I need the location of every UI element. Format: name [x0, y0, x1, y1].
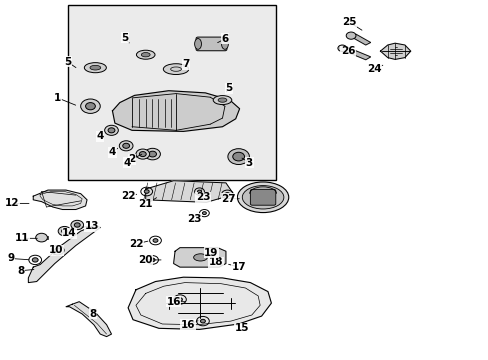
Polygon shape — [28, 225, 100, 283]
Text: 16: 16 — [181, 320, 195, 330]
Ellipse shape — [213, 95, 231, 104]
Circle shape — [119, 141, 133, 151]
Polygon shape — [350, 34, 370, 45]
Text: 8: 8 — [17, 266, 24, 276]
Text: 9: 9 — [7, 253, 14, 264]
Text: 10: 10 — [49, 245, 63, 255]
Polygon shape — [380, 43, 410, 59]
Text: 4: 4 — [96, 131, 104, 141]
Text: 19: 19 — [203, 248, 218, 258]
Circle shape — [227, 149, 249, 165]
Circle shape — [81, 99, 100, 113]
Circle shape — [61, 229, 67, 233]
Text: 4: 4 — [123, 158, 131, 168]
Text: 8: 8 — [89, 309, 96, 319]
Text: 7: 7 — [182, 59, 189, 69]
Text: 11: 11 — [15, 233, 29, 243]
Circle shape — [74, 223, 80, 227]
Polygon shape — [33, 190, 87, 210]
FancyBboxPatch shape — [250, 189, 275, 205]
Text: 16: 16 — [166, 297, 181, 307]
Ellipse shape — [237, 182, 288, 212]
Polygon shape — [173, 248, 225, 267]
Ellipse shape — [242, 186, 284, 209]
Text: 22: 22 — [128, 239, 143, 249]
Text: 23: 23 — [195, 192, 210, 202]
Text: 1: 1 — [54, 93, 61, 103]
Polygon shape — [341, 47, 370, 60]
Text: 5: 5 — [64, 57, 71, 67]
Text: 5: 5 — [121, 33, 128, 43]
Text: 27: 27 — [221, 194, 236, 204]
Circle shape — [32, 258, 38, 262]
Circle shape — [346, 32, 355, 39]
Circle shape — [36, 233, 47, 242]
Circle shape — [139, 152, 146, 157]
Circle shape — [58, 226, 71, 236]
Text: 15: 15 — [234, 323, 249, 333]
Circle shape — [224, 193, 229, 196]
Text: 4: 4 — [108, 147, 116, 157]
Text: 25: 25 — [342, 17, 356, 27]
Bar — [40, 236, 48, 239]
Circle shape — [200, 319, 205, 323]
Circle shape — [177, 298, 182, 301]
Text: 5: 5 — [225, 83, 232, 93]
Ellipse shape — [194, 39, 201, 49]
Circle shape — [337, 45, 346, 51]
Text: 22: 22 — [121, 191, 135, 201]
Polygon shape — [145, 181, 233, 202]
Text: 23: 23 — [187, 214, 202, 224]
Text: 12: 12 — [5, 198, 20, 208]
Circle shape — [108, 128, 115, 133]
Circle shape — [148, 151, 156, 157]
Circle shape — [51, 246, 64, 255]
Ellipse shape — [90, 66, 101, 70]
Circle shape — [153, 239, 158, 242]
Text: 17: 17 — [231, 262, 245, 272]
Bar — [68, 5, 276, 180]
Circle shape — [71, 220, 83, 230]
Ellipse shape — [141, 53, 150, 57]
Text: 18: 18 — [208, 257, 223, 267]
Ellipse shape — [193, 254, 207, 261]
Text: 21: 21 — [138, 199, 153, 210]
Text: 20: 20 — [138, 255, 153, 265]
Polygon shape — [66, 302, 111, 337]
Circle shape — [150, 258, 155, 262]
Ellipse shape — [218, 98, 226, 102]
Text: 6: 6 — [221, 34, 228, 44]
Circle shape — [122, 143, 129, 148]
Circle shape — [144, 148, 160, 160]
Text: 14: 14 — [62, 228, 77, 238]
Circle shape — [144, 190, 149, 193]
Ellipse shape — [163, 64, 188, 75]
Ellipse shape — [84, 63, 106, 73]
Circle shape — [85, 103, 95, 110]
Text: 3: 3 — [245, 158, 252, 168]
Circle shape — [136, 149, 149, 159]
Polygon shape — [128, 277, 271, 329]
Text: 13: 13 — [84, 221, 99, 231]
FancyBboxPatch shape — [196, 37, 226, 51]
Text: 26: 26 — [340, 46, 355, 56]
Circle shape — [55, 248, 61, 252]
Ellipse shape — [221, 39, 228, 49]
Circle shape — [202, 212, 206, 215]
Circle shape — [232, 152, 244, 161]
Text: 24: 24 — [366, 64, 381, 74]
Polygon shape — [112, 91, 239, 131]
Ellipse shape — [136, 50, 155, 59]
Text: 2: 2 — [128, 154, 135, 164]
Circle shape — [197, 190, 201, 193]
Circle shape — [104, 125, 118, 135]
